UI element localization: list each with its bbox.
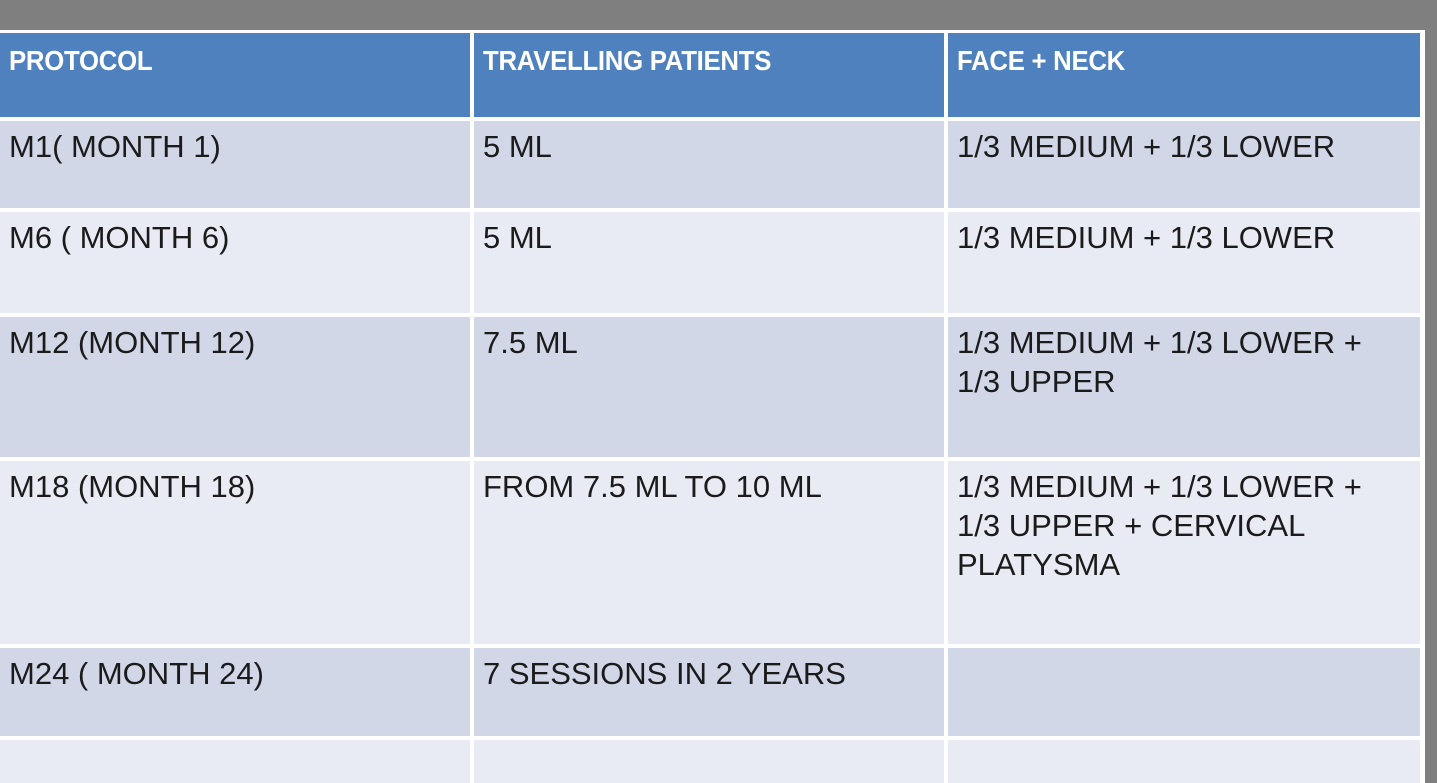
column-header-travelling-patients: TRAVELLING PATIENTS: [474, 33, 944, 117]
protocol-table: PROTOCOL TRAVELLING PATIENTS FACE + NECK…: [0, 30, 1425, 783]
table-cell-protocol: M12 (MONTH 12): [0, 317, 470, 457]
table-cell-protocol: M6 ( MONTH 6): [0, 212, 470, 313]
table-cell-protocol: M1( MONTH 1): [0, 121, 470, 208]
table-cell-face-neck: 1/3 MEDIUM + 1/3 LOWER + 1/3 UPPER + CER…: [948, 461, 1420, 644]
table-cell-face-neck: [948, 648, 1420, 736]
table-cell-protocol: M18 (MONTH 18): [0, 461, 470, 644]
column-header-face-neck: FACE + NECK: [948, 33, 1420, 117]
table-cell-face-neck: 1/3 MEDIUM + 1/3 LOWER + 1/3 UPPER: [948, 317, 1420, 457]
table-cell-protocol: M24 ( MONTH 24): [0, 648, 470, 736]
table-cell-travelling-patients: 7.5 ML: [474, 317, 944, 457]
column-header-label: FACE + NECK: [957, 45, 1126, 76]
column-header-label: TRAVELLING PATIENTS: [483, 45, 772, 76]
column-header-protocol: PROTOCOL: [0, 33, 470, 117]
table-cell-protocol: [0, 740, 470, 783]
table-cell-face-neck: 1/3 MEDIUM + 1/3 LOWER: [948, 121, 1420, 208]
table-cell-travelling-patients: 7 SESSIONS IN 2 YEARS: [474, 648, 944, 736]
table-cell-travelling-patients: FROM 7.5 ML TO 10 ML: [474, 461, 944, 644]
table-cell-travelling-patients: 5 ML: [474, 121, 944, 208]
table-cell-travelling-patients: 5 ML: [474, 212, 944, 313]
column-header-label: PROTOCOL: [9, 45, 153, 76]
table-cell-face-neck: [948, 740, 1420, 783]
table-cell-travelling-patients: [474, 740, 944, 783]
table-grid: PROTOCOL TRAVELLING PATIENTS FACE + NECK…: [0, 33, 1420, 783]
table-cell-face-neck: 1/3 MEDIUM + 1/3 LOWER: [948, 212, 1420, 313]
